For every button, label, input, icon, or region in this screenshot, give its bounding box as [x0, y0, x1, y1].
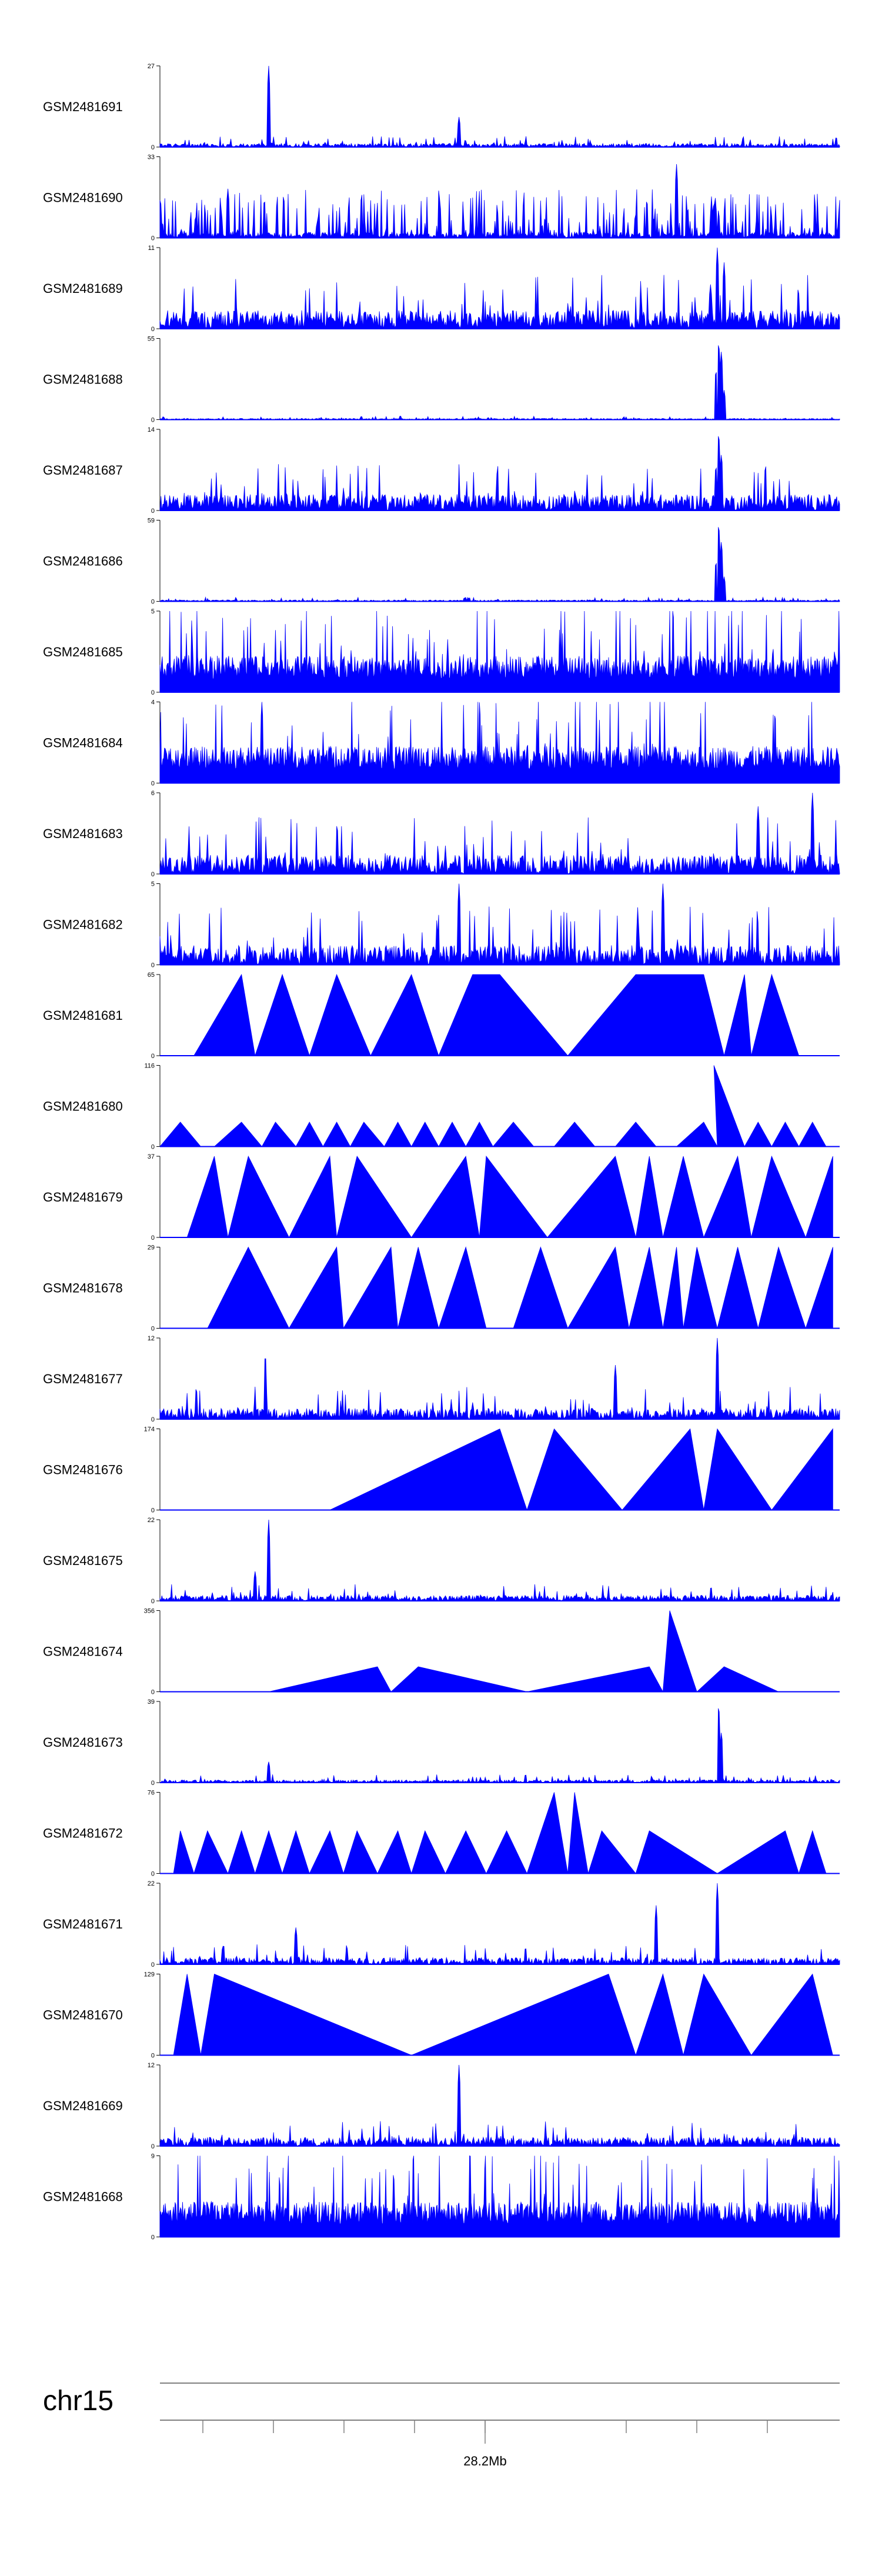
track-signal: [193, 973, 800, 1057]
y-zero-label: 0: [151, 417, 155, 424]
track-label: GSM2481681: [43, 1008, 123, 1023]
y-zero-label: 0: [151, 1234, 155, 1242]
chromosome-label: chr15: [43, 2385, 113, 2417]
track-signal: [159, 610, 840, 693]
track-signal: [268, 1610, 779, 1693]
track-label: GSM2481669: [43, 2098, 123, 2113]
track-label: GSM2481689: [43, 281, 123, 296]
track-label: GSM2481675: [43, 1553, 123, 1568]
track-signal: [159, 247, 840, 329]
track-label: GSM2481672: [43, 1826, 123, 1841]
y-zero-label: 0: [151, 2053, 155, 2060]
track-signal: [159, 436, 840, 512]
track-signal: [186, 1155, 833, 1239]
y-max-label: 39: [148, 1699, 155, 1706]
track-label: GSM2481684: [43, 736, 123, 750]
track-signal: [159, 792, 840, 875]
y-max-label: 22: [148, 1517, 155, 1524]
track-signal: [159, 2155, 840, 2237]
track-label: GSM2481668: [43, 2190, 123, 2204]
track-signal: [159, 1708, 840, 1783]
track-label: GSM2481682: [43, 917, 123, 932]
track-label: GSM2481671: [43, 1917, 123, 1931]
y-zero-label: 0: [151, 689, 155, 696]
y-max-label: 11: [148, 245, 155, 252]
track-signal: [173, 1973, 833, 2056]
y-zero-label: 0: [151, 508, 155, 515]
y-zero-label: 0: [151, 2143, 155, 2150]
track-signal: [173, 1792, 827, 1874]
track-label: GSM2481670: [43, 2008, 123, 2023]
track-label: GSM2481683: [43, 826, 123, 841]
track-signal: [159, 1519, 840, 1602]
y-max-label: 29: [148, 1244, 155, 1252]
track-label: GSM2481690: [43, 191, 123, 205]
track-signal: [159, 883, 840, 966]
y-zero-label: 0: [151, 1780, 155, 1787]
y-zero-label: 0: [151, 599, 155, 606]
y-max-label: 59: [148, 518, 155, 525]
track-signal: [159, 2064, 840, 2147]
y-zero-label: 0: [151, 962, 155, 969]
y-max-label: 5: [151, 608, 155, 615]
y-zero-label: 0: [151, 235, 155, 242]
y-max-label: 116: [144, 1063, 155, 1070]
y-max-label: 356: [144, 1608, 155, 1615]
track-label: GSM2481677: [43, 1372, 123, 1386]
y-zero-label: 0: [151, 1416, 155, 1423]
y-max-label: 65: [148, 972, 155, 979]
track-signal: [159, 163, 840, 239]
position-label: 28.2Mb: [463, 2454, 506, 2468]
track-signal: [159, 1883, 840, 1966]
y-max-label: 5: [151, 881, 155, 888]
track-signal: [159, 527, 840, 602]
y-max-label: 14: [148, 426, 155, 433]
track-label: GSM2481674: [43, 1644, 123, 1659]
track-label: GSM2481687: [43, 463, 123, 478]
track-signal: [207, 1246, 833, 1329]
track-label: GSM2481691: [43, 99, 123, 114]
y-zero-label: 0: [151, 144, 155, 151]
track-label: GSM2481685: [43, 645, 123, 659]
y-max-label: 6: [151, 790, 155, 797]
y-max-label: 22: [148, 1880, 155, 1887]
y-max-label: 174: [144, 1426, 155, 1433]
y-max-label: 129: [144, 1971, 155, 1978]
track-signal: [159, 1065, 827, 1147]
track-signal: [159, 1337, 840, 1420]
y-zero-label: 0: [151, 2234, 155, 2241]
y-max-label: 37: [148, 1153, 155, 1160]
track-label: GSM2481679: [43, 1190, 123, 1204]
track-label: GSM2481678: [43, 1281, 123, 1296]
y-zero-label: 0: [151, 1507, 155, 1514]
y-max-label: 27: [148, 63, 155, 70]
track-label: GSM2481686: [43, 554, 123, 569]
y-max-label: 12: [148, 1335, 155, 1342]
y-max-label: 76: [148, 1790, 155, 1797]
y-max-label: 33: [148, 154, 155, 161]
y-max-label: 55: [148, 336, 155, 343]
y-zero-label: 0: [151, 326, 155, 333]
track-signal: [159, 65, 840, 148]
track-label: GSM2481688: [43, 372, 123, 387]
track-label: GSM2481676: [43, 1463, 123, 1477]
y-max-label: 4: [151, 699, 155, 706]
track-signal: [329, 1428, 833, 1511]
y-zero-label: 0: [151, 1871, 155, 1878]
track-signal: [159, 702, 840, 783]
y-zero-label: 0: [151, 1144, 155, 1151]
track-label: GSM2481680: [43, 1099, 123, 1114]
y-zero-label: 0: [151, 871, 155, 878]
y-zero-label: 0: [151, 1053, 155, 1060]
y-zero-label: 0: [151, 1598, 155, 1605]
y-zero-label: 0: [151, 780, 155, 788]
y-zero-label: 0: [151, 1961, 155, 1968]
y-max-label: 9: [151, 2153, 155, 2160]
y-max-label: 12: [148, 2062, 155, 2069]
y-zero-label: 0: [151, 1689, 155, 1696]
track-signal: [159, 345, 840, 421]
track-label: GSM2481673: [43, 1735, 123, 1750]
y-zero-label: 0: [151, 1326, 155, 1333]
